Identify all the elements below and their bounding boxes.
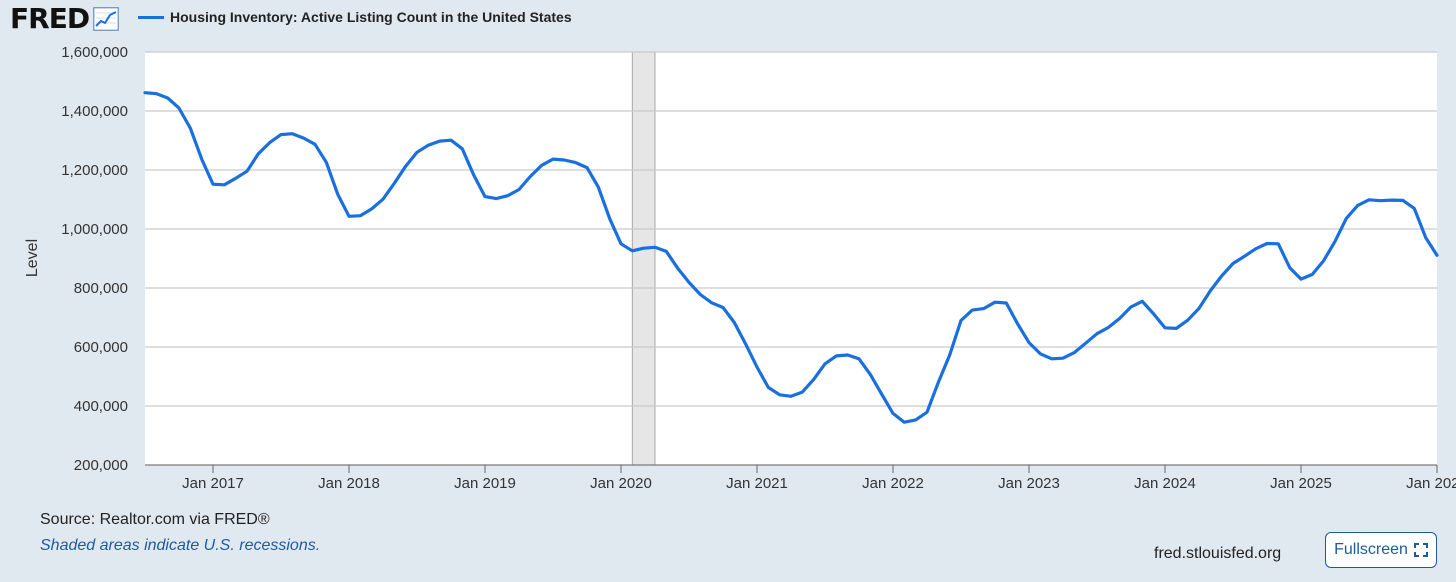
y-axis-label: Level [24,239,41,277]
fred-header: FRED [10,4,119,34]
y-tick-label: 1,200,000 [61,162,128,179]
source-text: Source: Realtor.com via FRED® [40,511,270,528]
y-tick-label: 800,000 [74,280,128,297]
recession-note: Shaded areas indicate U.S. recessions. [40,537,321,554]
x-tick-label: Jan 2017 [182,475,244,492]
x-tick-label: Jan 2021 [726,475,788,492]
recession-shade [631,51,656,466]
x-tick-label: Jan 2018 [318,475,380,492]
x-tick-label: Jan 2019 [454,475,516,492]
y-tick-label: 200,000 [74,457,128,474]
fullscreen-label: Fullscreen [1334,541,1408,558]
line-chart: 200,000 400,000 600,000 800,000 1,000,000 1,2… [24,44,1456,492]
fred-site-link[interactable]: fred.stlouisfed.org [1154,545,1282,562]
x-tick-label: Jan 2026 [1406,475,1456,492]
y-tick-label: 1,400,000 [61,103,128,120]
line-chart-icon [93,7,119,31]
chart-legend: Housing Inventory: Active Listing Count … [138,9,572,25]
legend-series-label: Housing Inventory: Active Listing Count … [170,9,572,25]
x-tick-label: Jan 2025 [1270,475,1332,492]
expand-icon [1413,543,1428,557]
x-tick-label: Jan 2024 [1134,475,1196,492]
x-tick-label: Jan 2020 [590,475,652,492]
x-tick-label: Jan 2022 [862,475,924,492]
legend-series-swatch [138,15,164,19]
y-tick-label: 400,000 [74,398,128,415]
fullscreen-button[interactable]: Fullscreen [1325,532,1437,568]
x-tick-label: Jan 2023 [998,475,1060,492]
fred-logo[interactable]: FRED [10,2,90,35]
y-tick-label: 1,600,000 [61,44,128,61]
y-tick-label: 1,000,000 [61,221,128,238]
y-tick-label: 600,000 [74,339,128,356]
series-line [143,91,1439,424]
